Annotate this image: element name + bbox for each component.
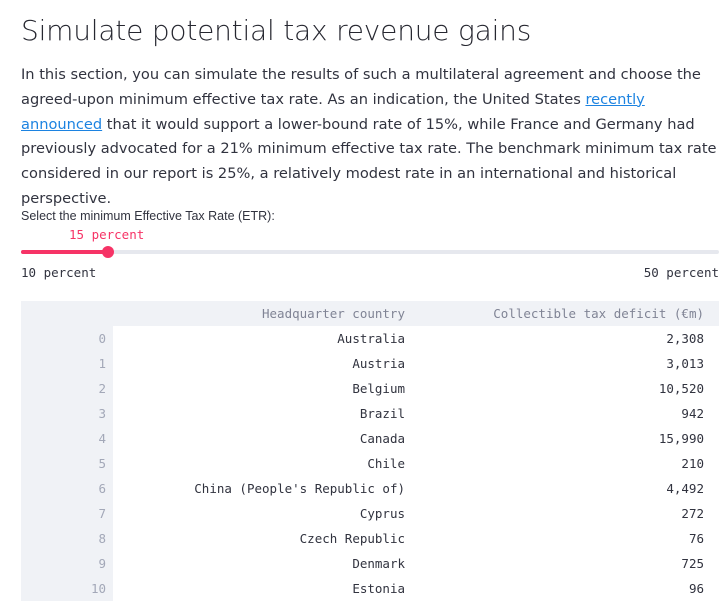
slider-thumb[interactable] [102, 246, 114, 258]
country-cell: Canada [359, 431, 405, 446]
collectible-tax-deficit-header[interactable]: Collectible tax deficit (€m) [420, 301, 719, 326]
deficit-cell: 725 [681, 556, 704, 571]
deficit-cell: 210 [681, 456, 704, 471]
row-index: 8 [21, 526, 113, 551]
row-index: 4 [21, 426, 113, 451]
row-index: 6 [21, 476, 113, 501]
table-row: 1 Austria 3,013 [21, 351, 719, 376]
table-row: 2 Belgium 10,520 [21, 376, 719, 401]
deficit-cell: 942 [681, 406, 704, 421]
slider-max-label: 50 percent [643, 265, 719, 280]
slider-value-label: 15 percent [69, 227, 145, 242]
row-index: 10 [21, 576, 113, 601]
country-cell: Belgium [352, 381, 405, 396]
deficit-cell: 2,308 [666, 331, 704, 346]
table-row: 6 China (People's Republic of) 4,492 [21, 476, 719, 501]
row-index: 3 [21, 401, 113, 426]
table-row: 3 Brazil 942 [21, 401, 719, 426]
deficit-cell: 10,520 [658, 381, 704, 396]
table-row: 8 Czech Republic 76 [21, 526, 719, 551]
slider-label: Select the minimum Effective Tax Rate (E… [21, 209, 275, 223]
country-cell: Brazil [359, 406, 405, 421]
deficit-cell: 15,990 [658, 431, 704, 446]
table-row: 9 Denmark 725 [21, 551, 719, 576]
country-cell: Australia [337, 331, 405, 346]
deficit-cell: 272 [681, 506, 704, 521]
country-cell: Estonia [352, 581, 405, 596]
country-cell: China (People's Republic of) [194, 481, 405, 496]
etr-slider[interactable] [21, 246, 719, 258]
deficit-cell: 76 [688, 531, 704, 546]
country-cell: Denmark [352, 556, 405, 571]
intro-text-before: In this section, you can simulate the re… [21, 66, 701, 108]
intro-text-after: that it would support a lower-bound rate… [21, 115, 717, 207]
table-row: 7 Cyprus 272 [21, 501, 719, 526]
country-cell: Austria [352, 356, 405, 371]
table-row: 0 Australia 2,308 [21, 326, 719, 351]
row-index: 5 [21, 451, 113, 476]
tax-deficit-table[interactable]: Headquarter country Collectible tax defi… [21, 301, 719, 603]
row-index: 2 [21, 376, 113, 401]
intro-paragraph: In this section, you can simulate the re… [21, 63, 721, 212]
country-cell: Cyprus [359, 506, 405, 521]
table-row: 4 Canada 15,990 [21, 426, 719, 451]
headquarter-country-header[interactable]: Headquarter country [113, 301, 420, 326]
recently-announced-link[interactable]: recently announced [21, 90, 645, 133]
table-row: 5 Chile 210 [21, 451, 719, 476]
row-index: 1 [21, 351, 113, 376]
page-title: Simulate potential tax revenue gains [21, 14, 532, 47]
table-header-row: Headquarter country Collectible tax defi… [21, 301, 719, 326]
deficit-cell: 96 [688, 581, 704, 596]
table-row: 10 Estonia 96 [21, 576, 719, 601]
index-column-header[interactable] [21, 301, 113, 326]
deficit-cell: 4,492 [666, 481, 704, 496]
row-index: 0 [21, 326, 113, 351]
row-index: 7 [21, 501, 113, 526]
slider-min-label: 10 percent [21, 265, 97, 280]
row-index: 9 [21, 551, 113, 576]
country-cell: Chile [367, 456, 405, 471]
slider-fill [21, 250, 108, 254]
deficit-cell: 3,013 [666, 356, 704, 371]
country-cell: Czech Republic [299, 531, 405, 546]
